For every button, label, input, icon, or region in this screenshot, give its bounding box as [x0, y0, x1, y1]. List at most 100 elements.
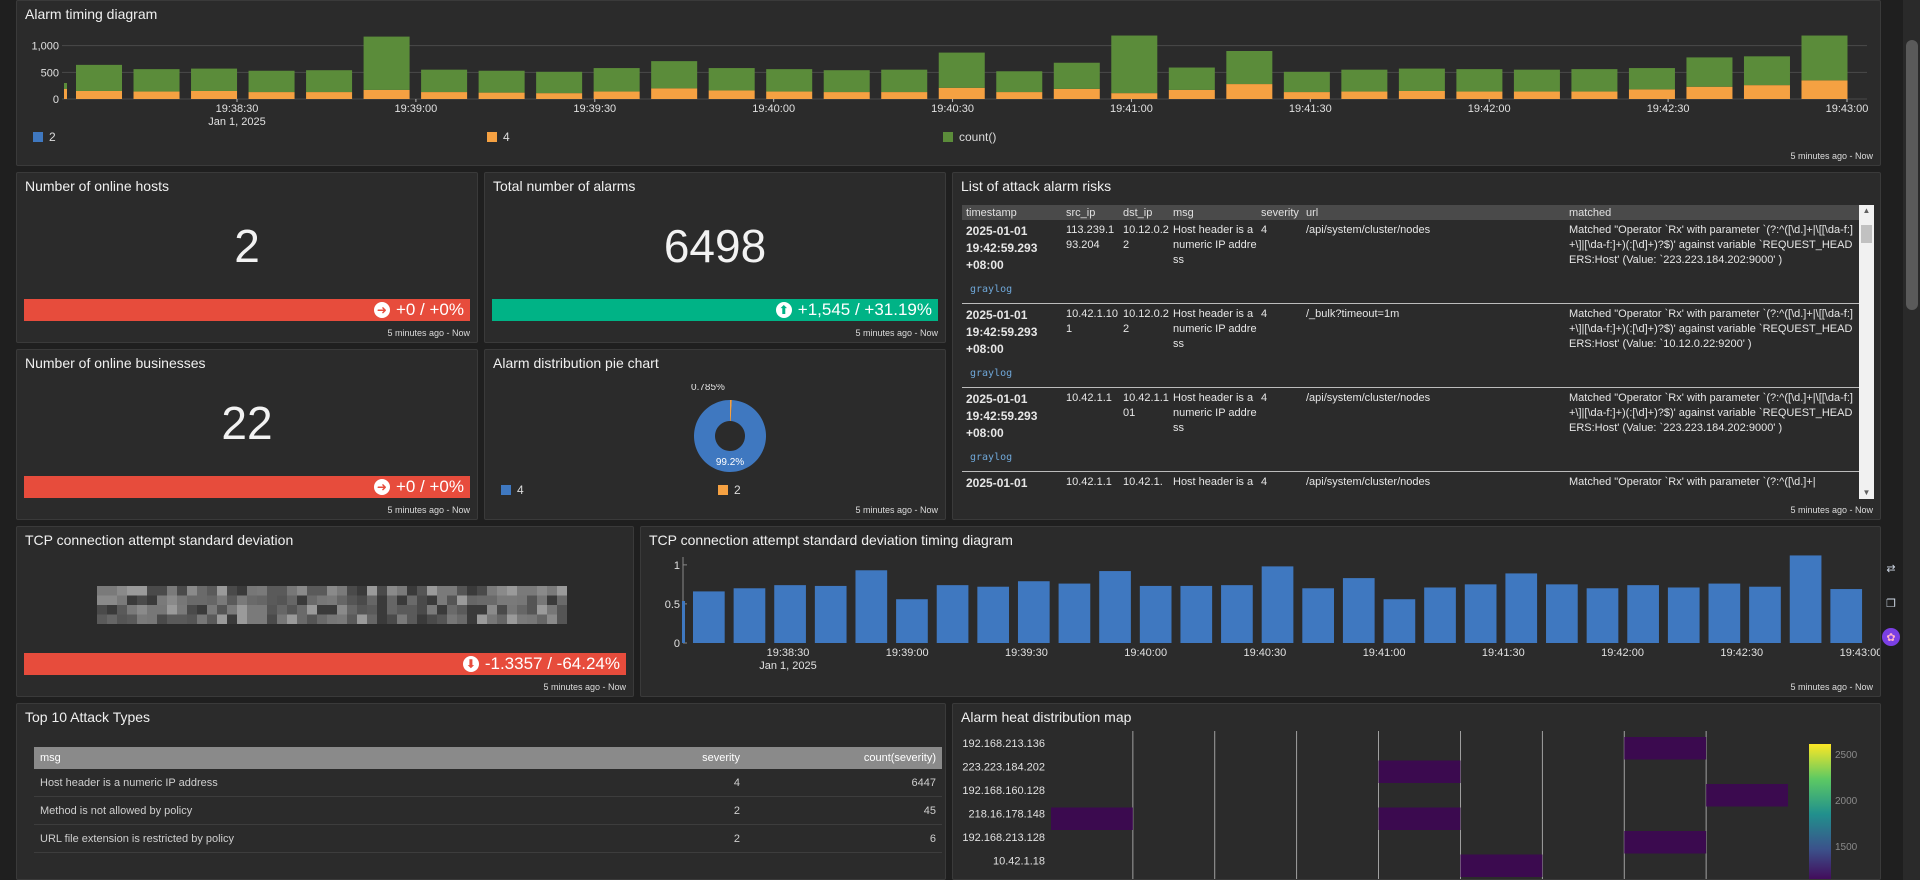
bar-count	[651, 61, 698, 89]
bar	[693, 591, 725, 643]
table-scrollbar[interactable]: ▲ ▼	[1859, 205, 1874, 499]
pixel-block	[497, 586, 507, 596]
pixel-block	[497, 605, 507, 615]
source-label: graylog	[970, 452, 1013, 463]
x-tick-label: 19:42:30	[1720, 647, 1763, 659]
bar-count	[1053, 62, 1100, 89]
col-msg[interactable]: msg	[40, 752, 61, 764]
pixel-block	[387, 586, 397, 596]
book-icon[interactable]: ❐	[1886, 597, 1896, 610]
pixel-block	[267, 586, 277, 596]
panel-title: Alarm timing diagram	[25, 6, 158, 22]
pixel-block	[267, 595, 277, 605]
bar	[977, 586, 1010, 643]
tcp-std-panel: TCP connection attempt standard deviatio…	[16, 526, 634, 697]
total-alarms-panel: Total number of alarms 6498 ⬆ +1,545 / +3…	[484, 172, 946, 343]
pixel-block	[237, 614, 247, 624]
pixel-block	[497, 614, 507, 624]
alarm-timing-panel: Alarm timing diagram 1,000 500 0 19:38:30 19…	[16, 0, 1881, 166]
table-row[interactable]: Host header is a numeric IP address 4 6447	[34, 769, 942, 797]
bar-4	[76, 91, 123, 99]
pixel-block	[437, 595, 447, 605]
pixel-block	[527, 586, 537, 596]
panel-title: Top 10 Attack Types	[25, 709, 151, 725]
bar-count	[881, 69, 928, 93]
bar-4	[421, 92, 468, 99]
assistant-icon[interactable]: ✿	[1882, 628, 1900, 646]
table-row[interactable]: URL file extension is restricted by poli…	[34, 825, 942, 853]
y-tick-label: 1,000	[31, 41, 59, 53]
legend-item-count[interactable]: count()	[943, 130, 996, 144]
pixel-block	[187, 614, 197, 624]
time-range-label: 5 minutes ago - Now	[387, 328, 470, 338]
scroll-thumb[interactable]	[1861, 225, 1872, 243]
pixel-block	[287, 605, 297, 615]
table-row[interactable]: 2025-01-01 19:42:59.293 +08:00 10.42.1.1 1…	[962, 388, 1872, 472]
bar	[1017, 581, 1050, 643]
col-severity[interactable]: severity	[1261, 206, 1299, 219]
bar-count	[191, 68, 238, 91]
cell-count: 6447	[911, 776, 936, 789]
pixel-block	[557, 586, 567, 596]
sync-icon[interactable]: ⇄	[1886, 562, 1896, 575]
legend-item-2[interactable]: 2	[33, 130, 56, 144]
pixel-block	[377, 595, 387, 605]
pixel-block	[327, 595, 337, 605]
col-count[interactable]: count(severity)	[863, 752, 936, 764]
legend-item-4[interactable]: 4	[487, 130, 510, 144]
scroll-up-icon[interactable]: ▲	[1862, 206, 1871, 215]
pixel-block	[447, 605, 457, 615]
table-row[interactable]: Method is not allowed by policy 2 45	[34, 797, 942, 825]
trend-bar: ⬇ -1.3357 / -64.24%	[24, 653, 626, 675]
bar-count	[1743, 56, 1790, 86]
pixel-block	[327, 614, 337, 624]
pixel-block	[327, 605, 337, 615]
pixel-block	[337, 605, 347, 615]
bar	[1302, 588, 1334, 643]
legend-item-4[interactable]: 4	[501, 483, 524, 497]
cell-msg: URL file extension is restricted by poli…	[40, 832, 235, 845]
cell-url: /api/system/cluster/nodes	[1306, 476, 1431, 488]
col-dst-ip[interactable]: dst_ip	[1123, 206, 1153, 219]
pixel-block	[397, 614, 407, 624]
bar-count	[1341, 69, 1388, 92]
col-severity[interactable]: severity	[702, 752, 740, 764]
col-matched[interactable]: matched	[1569, 206, 1612, 219]
pixel-block	[407, 614, 417, 624]
top10-panel: Top 10 Attack Types msg severity count(s…	[16, 703, 946, 880]
alarm-timing-chart: 1,000 500 0 19:38:30 19:39:00 19:39:30 19:40:0…	[31, 35, 1868, 128]
col-msg[interactable]: msg	[1173, 206, 1194, 219]
tcp-timing-panel: TCP connection attempt standard deviatio…	[640, 526, 1881, 697]
pixel-block	[307, 586, 317, 596]
table-row[interactable]: 2025-01-01 19:42:59.293 +08:00 10.42.1.10…	[962, 304, 1872, 388]
heatmap-cell	[1460, 854, 1543, 877]
bar	[1180, 585, 1213, 643]
y-tick-label: 0.5	[665, 599, 680, 611]
bar-count	[1226, 51, 1273, 85]
x-tick-label: 19:38:30	[767, 647, 810, 659]
legend-item-2[interactable]: 2	[718, 483, 741, 497]
col-timestamp[interactable]: timestamp	[966, 206, 1017, 219]
pixel-block	[427, 586, 437, 596]
table-row[interactable]: 2025-01-01 19:42:59.293 +08:00 113.239.19…	[962, 220, 1872, 304]
pixel-block	[357, 595, 367, 605]
bar-4	[306, 92, 353, 99]
time-range-label: 5 minutes ago - Now	[855, 505, 938, 515]
pixel-block	[107, 605, 117, 615]
col-src-ip[interactable]: src_ip	[1066, 206, 1096, 219]
scroll-down-icon[interactable]: ▼	[1862, 488, 1871, 497]
cell-src-ip: 113.239.193.204	[1066, 224, 1115, 251]
pixel-block	[177, 605, 187, 615]
col-url[interactable]: url	[1306, 206, 1319, 219]
pixel-block	[417, 614, 427, 624]
x-sub-label: Jan 1, 2025	[759, 660, 817, 672]
table-row[interactable]: 2025-01-01 10.42.1.1 10.42.1. Host header i…	[962, 472, 1872, 498]
pixel-block	[447, 614, 457, 624]
bar-count	[1398, 68, 1445, 91]
page-scroll-thumb[interactable]	[1906, 40, 1918, 310]
pixel-block	[547, 586, 557, 596]
arrow-down-icon: ⬇	[462, 656, 479, 672]
page-scrollbar[interactable]	[1903, 0, 1920, 880]
cell-count: 45	[923, 804, 936, 817]
pixel-block	[107, 595, 117, 605]
